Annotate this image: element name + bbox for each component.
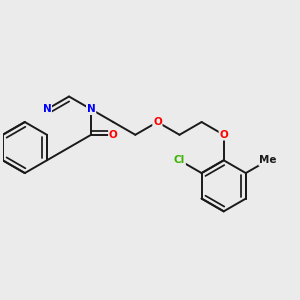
Text: O: O	[219, 130, 228, 140]
Text: N: N	[43, 104, 51, 114]
Text: N: N	[87, 104, 95, 114]
Text: Me: Me	[259, 155, 277, 165]
Text: O: O	[109, 130, 118, 140]
Text: O: O	[153, 117, 162, 127]
Text: Cl: Cl	[174, 155, 185, 165]
